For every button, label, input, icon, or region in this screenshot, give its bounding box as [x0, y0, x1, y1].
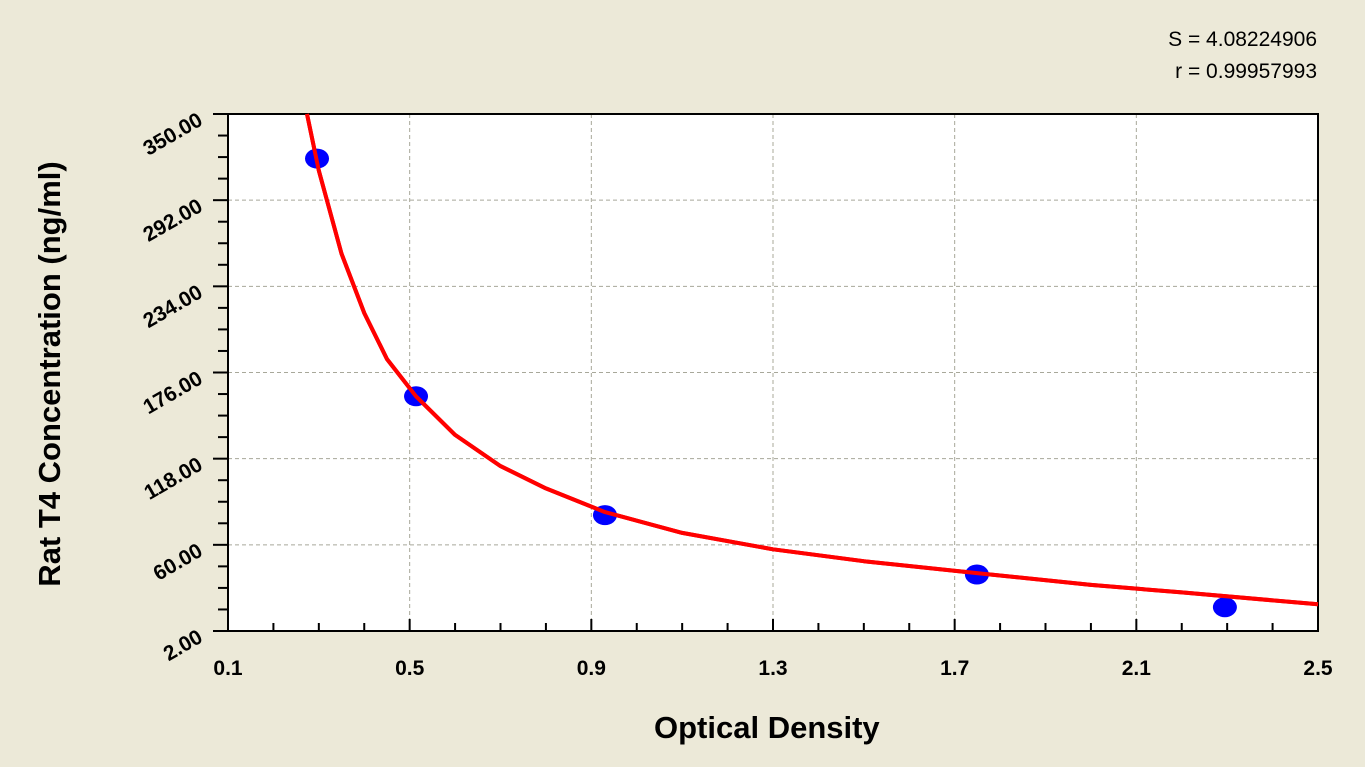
y-tick-label: 292.00 [139, 195, 206, 247]
x-tick-label: 1.7 [940, 657, 969, 680]
y-tick-label: 2.00 [160, 625, 207, 665]
y-axis-title: Rat T4 Concentration (ng/ml) [32, 161, 67, 587]
y-tick-label: 118.00 [140, 453, 206, 504]
y-tick-label: 350.00 [139, 108, 206, 160]
y-tick-label: 176.00 [139, 367, 206, 419]
x-tick-label: 0.1 [213, 657, 243, 680]
x-tick-label: 2.1 [1122, 657, 1152, 680]
y-axis-ticks: 2.00 60.00 118.00 176.00 234.00 292.00 350.00 [139, 108, 228, 666]
x-axis-title: Optical Density [654, 710, 880, 745]
x-axis-ticks: 0.1 0.5 0.9 1.3 1.7 2.1 2.5 [213, 619, 1333, 680]
stat-s-value: S = 4.08224906 [1168, 28, 1317, 51]
stat-r-value: r = 0.99957993 [1175, 60, 1317, 83]
x-tick-label: 2.5 [1303, 657, 1333, 680]
x-tick-label: 0.5 [395, 657, 425, 680]
data-point [1212, 597, 1237, 618]
fitted-curve-line-overlay [305, 113, 1319, 607]
x-tick-label: 1.3 [758, 657, 787, 680]
grid-lines [228, 114, 1318, 631]
y-tick-label: 60.00 [149, 539, 206, 585]
x-tick-label: 0.9 [577, 657, 606, 680]
y-tick-label: 234.00 [139, 281, 206, 333]
